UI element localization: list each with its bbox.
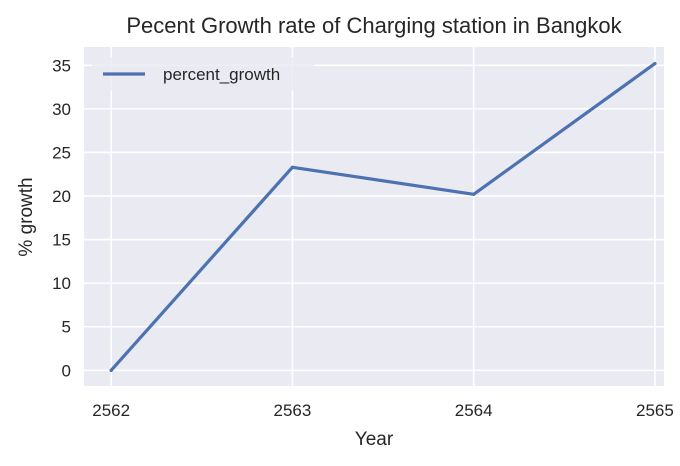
y-tick-label: 15	[52, 231, 71, 250]
y-tick-label: 35	[52, 56, 71, 75]
y-tick-label: 25	[52, 143, 71, 162]
x-axis-label: Year	[355, 429, 394, 450]
data-point	[109, 368, 113, 372]
data-point	[290, 165, 295, 169]
y-axis-ticks: 0 5 10 15 20 25 30 35	[52, 56, 71, 380]
x-tick-label: 2564	[455, 401, 493, 420]
legend: percent_growth	[92, 57, 314, 91]
grid-lines	[84, 47, 664, 386]
y-tick-label: 0	[62, 361, 71, 380]
legend-box	[92, 57, 314, 91]
x-axis-ticks: 2562 2563 2564 2565	[92, 401, 674, 420]
data-point	[653, 61, 657, 66]
series-line-percent-growth	[109, 61, 657, 372]
series-group	[109, 61, 657, 372]
x-tick-label: 2562	[92, 401, 130, 420]
chart-title: Pecent Growth rate of Charging station i…	[126, 13, 622, 38]
y-tick-label: 10	[52, 274, 71, 293]
y-tick-label: 5	[62, 318, 71, 337]
y-tick-label: 30	[52, 100, 71, 119]
x-tick-label: 2565	[636, 401, 674, 420]
legend-label: percent_growth	[163, 65, 280, 84]
data-point	[472, 192, 476, 196]
y-axis-label: % growth	[16, 177, 37, 256]
y-tick-label: 20	[52, 187, 71, 206]
plot-area	[84, 47, 664, 386]
x-tick-label: 2563	[274, 401, 312, 420]
